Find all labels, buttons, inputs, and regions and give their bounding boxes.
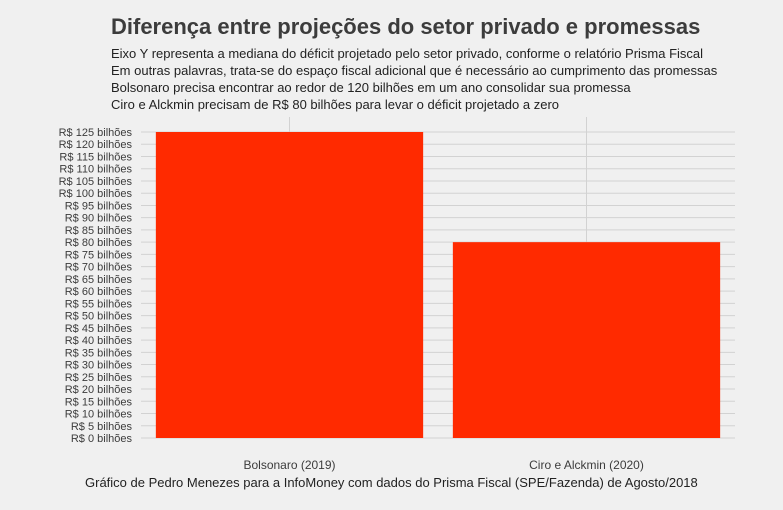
y-tick-label: R$ 35 bilhões	[65, 347, 133, 359]
bars	[155, 132, 721, 438]
y-tick-label: R$ 10 bilhões	[65, 409, 133, 421]
subtitle-line-4: Ciro e Alckmin precisam de R$ 80 bilhões…	[111, 97, 560, 112]
y-tick-label: R$ 85 bilhões	[65, 225, 133, 237]
y-tick-label: R$ 95 bilhões	[65, 200, 133, 212]
subtitle-line-1: Eixo Y representa a mediana do déficit p…	[111, 46, 704, 61]
x-tick-label: Bolsonaro (2019)	[243, 458, 335, 472]
chart-title: Diferença entre projeções do setor priva…	[111, 14, 701, 39]
chart-caption: Gráfico de Pedro Menezes para a InfoMone…	[85, 475, 698, 490]
y-tick-label: R$ 0 bilhões	[71, 433, 133, 445]
y-tick-label: R$ 120 bilhões	[59, 139, 133, 151]
y-tick-label: R$ 45 bilhões	[65, 323, 133, 335]
x-axis-tick-labels: Bolsonaro (2019) Ciro e Alckmin (2020)	[243, 458, 643, 472]
bar-2	[452, 242, 721, 438]
y-tick-label: R$ 15 bilhões	[65, 396, 133, 408]
y-tick-label: R$ 105 bilhões	[59, 176, 133, 188]
y-tick-label: R$ 115 bilhões	[59, 151, 132, 163]
y-tick-label: R$ 60 bilhões	[65, 286, 133, 298]
y-tick-label: R$ 30 bilhões	[65, 360, 133, 372]
y-tick-label: R$ 80 bilhões	[65, 237, 133, 249]
y-tick-label: R$ 100 bilhões	[59, 188, 133, 200]
x-tick-label: Ciro e Alckmin (2020)	[529, 458, 644, 472]
y-tick-label: R$ 125 bilhões	[59, 127, 133, 139]
y-tick-label: R$ 50 bilhões	[65, 311, 133, 323]
y-tick-label: R$ 25 bilhões	[65, 372, 133, 384]
y-tick-label: R$ 110 bilhões	[59, 164, 132, 176]
y-tick-label: R$ 70 bilhões	[65, 262, 133, 274]
y-tick-label: R$ 90 bilhões	[65, 213, 133, 225]
y-tick-label: R$ 55 bilhões	[65, 298, 133, 310]
y-tick-label: R$ 40 bilhões	[65, 335, 133, 347]
subtitle-line-2: Em outras palavras, trata-se do espaço f…	[111, 63, 718, 78]
bar-1	[155, 132, 424, 438]
y-tick-label: R$ 75 bilhões	[65, 249, 133, 261]
y-tick-label: R$ 20 bilhões	[65, 384, 133, 396]
y-tick-label: R$ 5 bilhões	[71, 421, 133, 433]
y-tick-label: R$ 65 bilhões	[65, 274, 133, 286]
subtitle-line-3: Bolsonaro precisa encontrar ao redor de …	[111, 80, 631, 95]
